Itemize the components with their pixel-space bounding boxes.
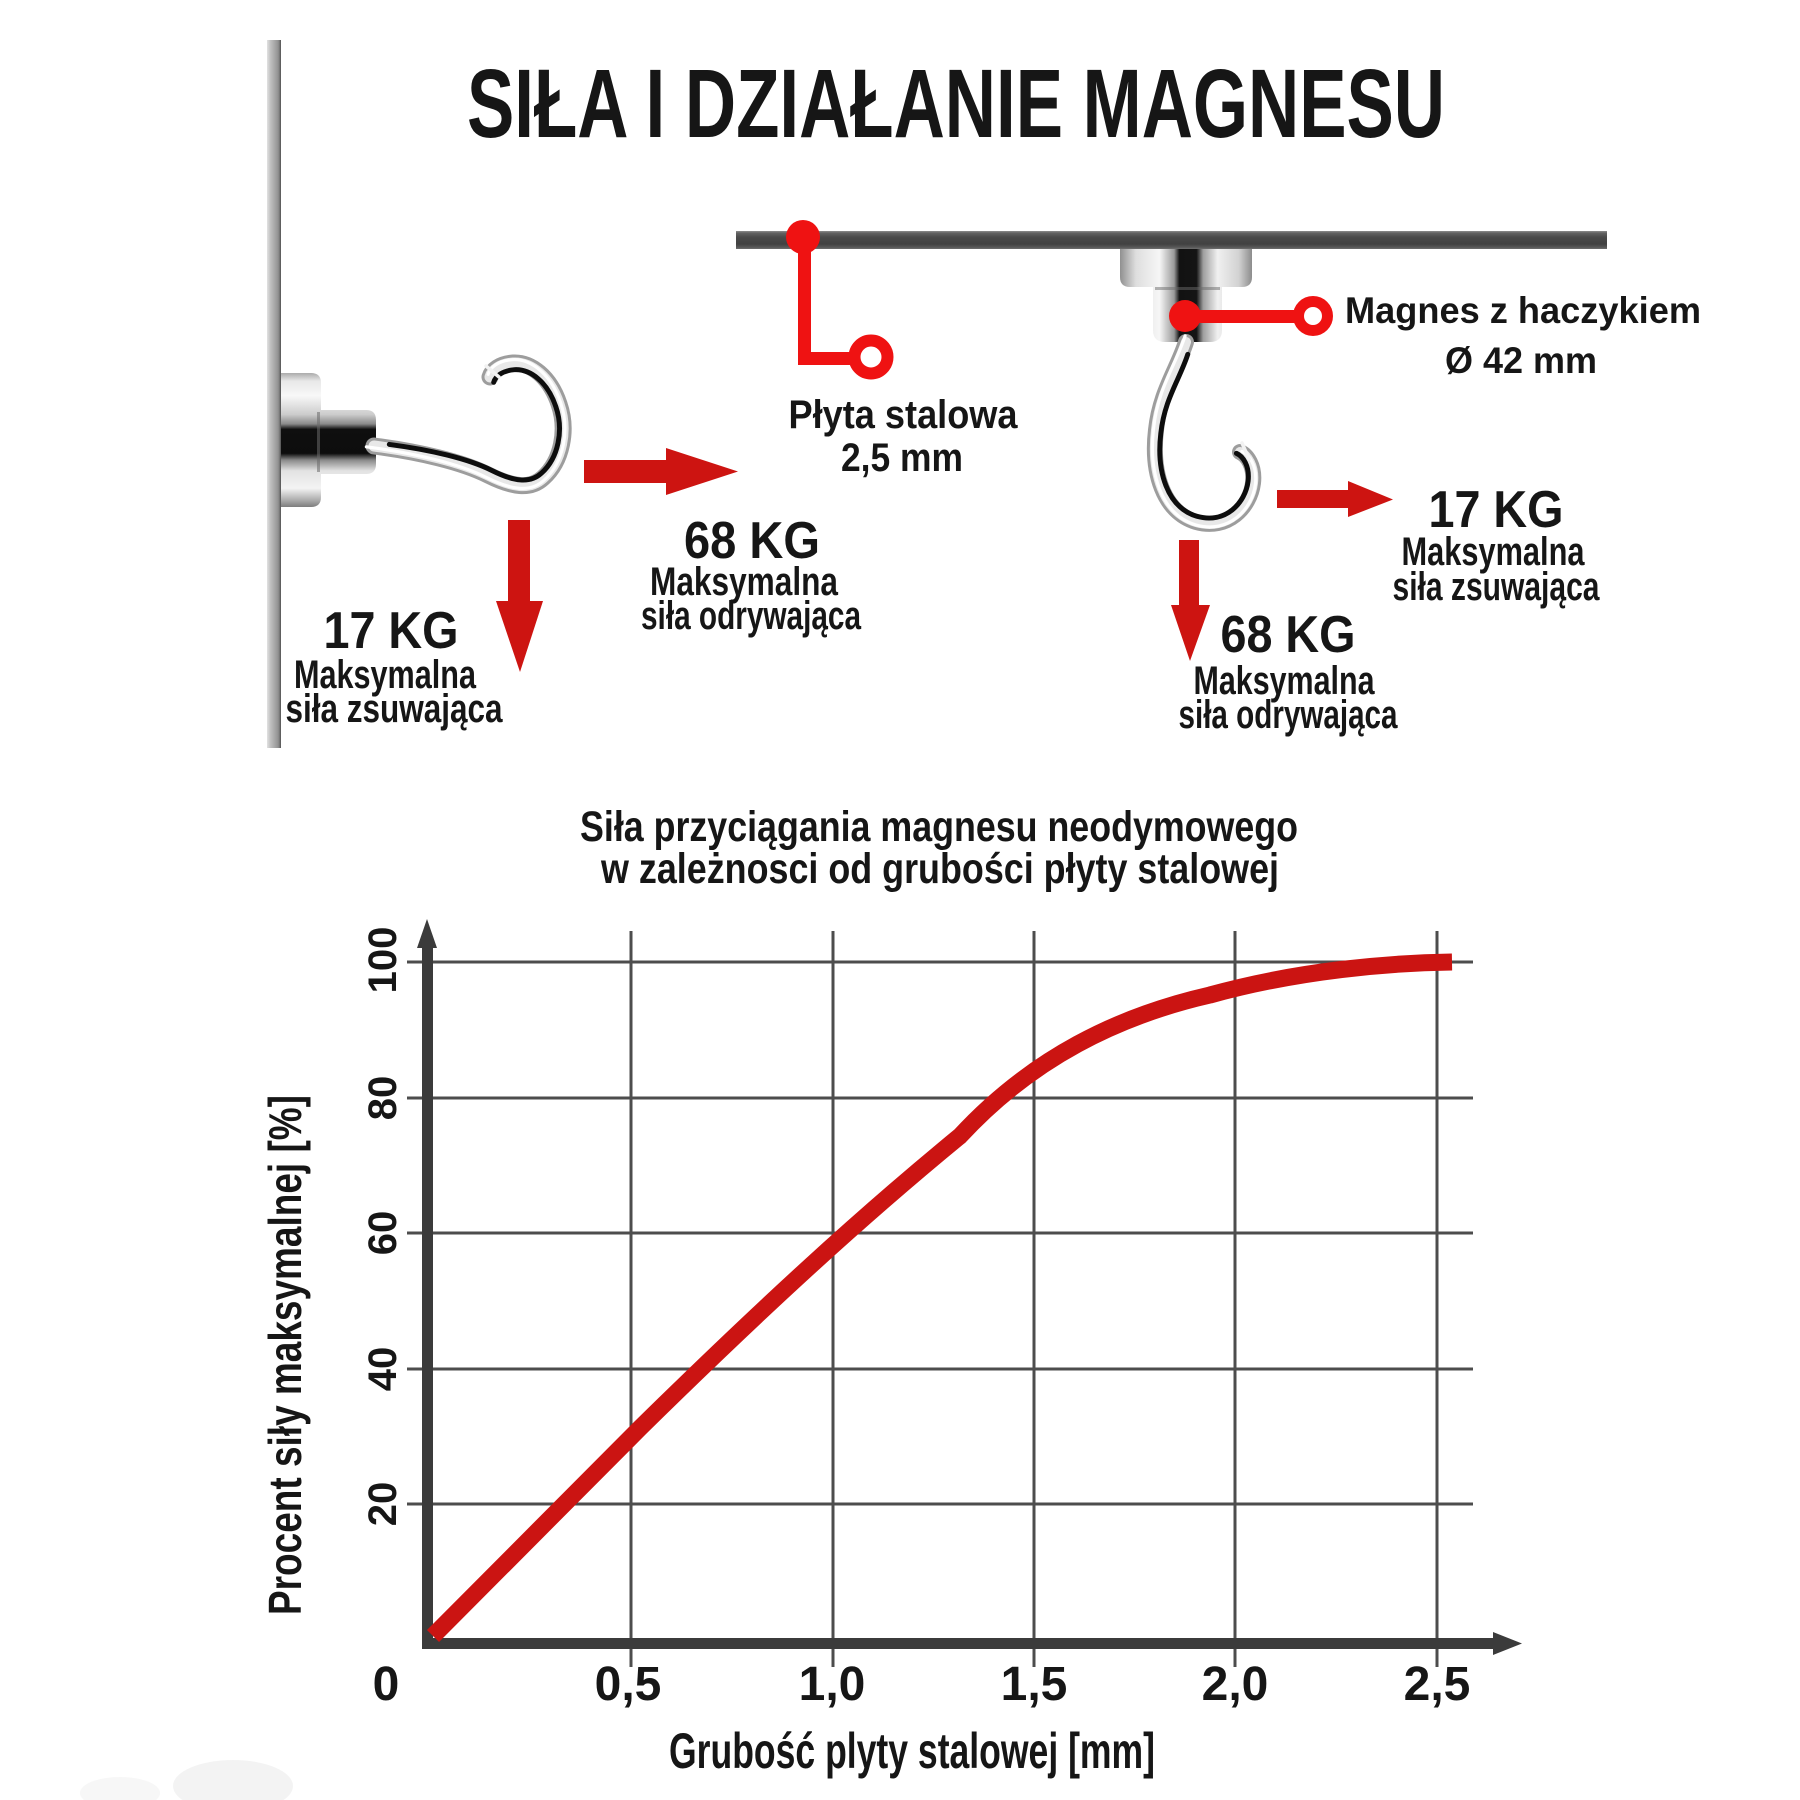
svg-text:60: 60 [361, 1211, 405, 1256]
svg-text:siła odrywająca: siła odrywająca [1179, 693, 1399, 737]
svg-text:Procent siły maksymalnej [%]: Procent siły maksymalnej [%] [259, 1095, 311, 1615]
svg-text:Maksymalna: Maksymalna [650, 560, 839, 604]
svg-text:Siła przyciągania magnesu neod: Siła przyciągania magnesu neodymowego [580, 803, 1298, 851]
svg-text:SIŁA I DZIAŁANIE MAGNESU: SIŁA I DZIAŁANIE MAGNESU [467, 49, 1445, 158]
svg-text:Maksymalna: Maksymalna [1402, 530, 1586, 574]
svg-text:Maksymalna: Maksymalna [294, 653, 477, 697]
svg-text:0,5: 0,5 [595, 1658, 662, 1711]
svg-text:40: 40 [361, 1347, 405, 1392]
svg-text:Płyta stalowa: Płyta stalowa [789, 393, 1019, 437]
svg-text:siła odrywająca: siła odrywająca [641, 594, 862, 638]
svg-text:100: 100 [361, 927, 405, 994]
svg-text:Magnes z haczykiem: Magnes z haczykiem [1345, 290, 1701, 331]
svg-text:2,5: 2,5 [1404, 1658, 1471, 1711]
svg-text:siła zsuwająca: siła zsuwająca [286, 687, 504, 731]
svg-text:Ø 42 mm: Ø 42 mm [1445, 340, 1597, 381]
svg-text:w zależnosci od grubości płyty: w zależnosci od grubości płyty stalowej [600, 845, 1279, 893]
svg-text:2,0: 2,0 [1202, 1658, 1269, 1711]
svg-text:Maksymalna: Maksymalna [1194, 659, 1376, 703]
svg-text:0: 0 [373, 1658, 400, 1711]
svg-text:17 KG: 17 KG [324, 602, 459, 660]
svg-text:68 KG: 68 KG [684, 512, 820, 570]
svg-text:Grubość plyty stalowej [mm]: Grubość plyty stalowej [mm] [669, 1723, 1155, 1779]
svg-text:1,5: 1,5 [1001, 1658, 1068, 1711]
svg-text:2,5 mm: 2,5 mm [841, 436, 963, 480]
svg-text:siła zsuwająca: siła zsuwająca [1393, 565, 1601, 609]
svg-text:1,0: 1,0 [799, 1658, 866, 1711]
svg-text:80: 80 [361, 1076, 405, 1121]
svg-text:17 KG: 17 KG [1429, 481, 1564, 539]
svg-text:68 KG: 68 KG [1221, 606, 1356, 664]
svg-text:20: 20 [361, 1482, 405, 1527]
